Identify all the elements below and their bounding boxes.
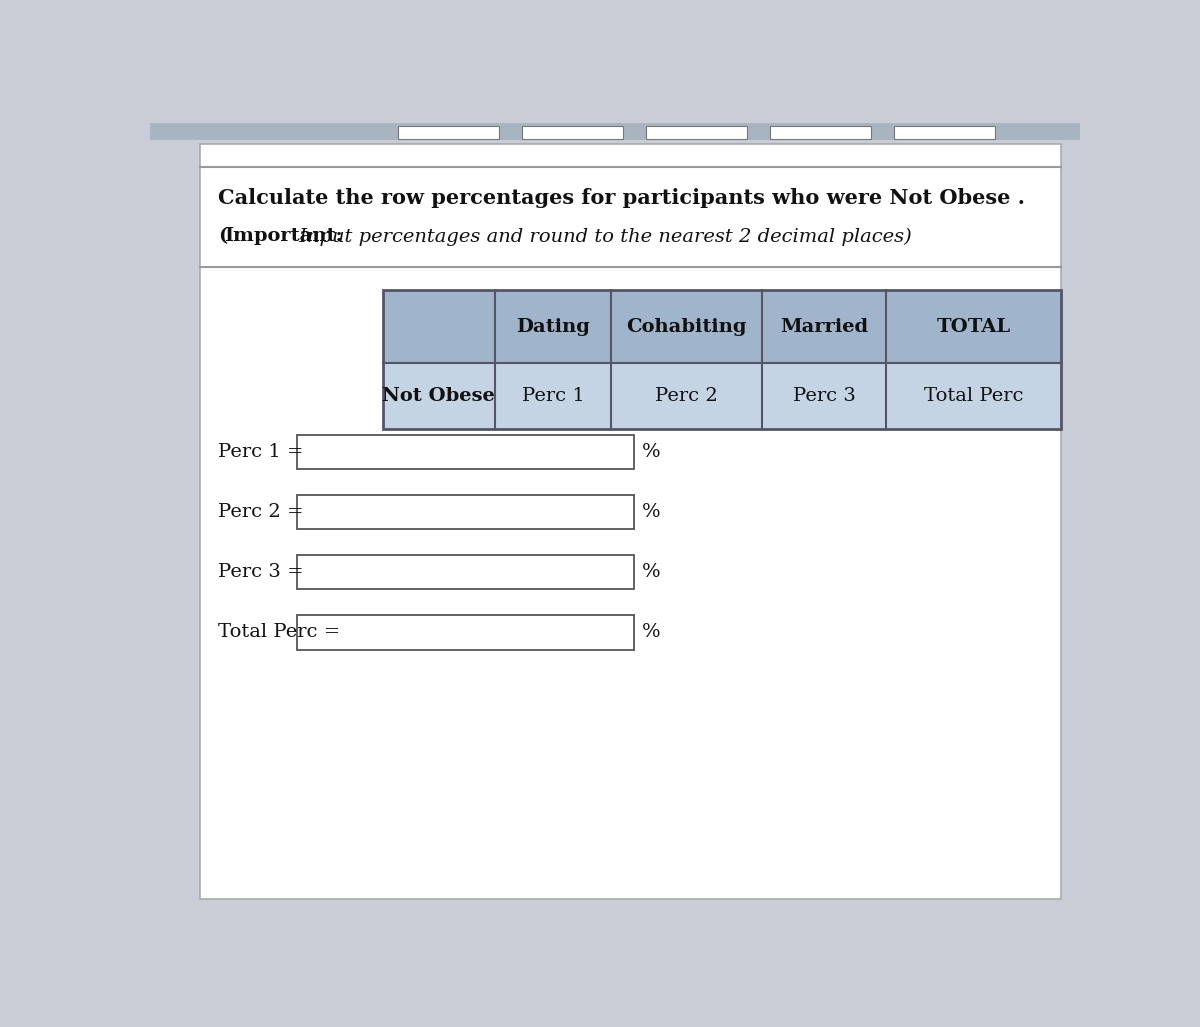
- FancyBboxPatch shape: [398, 126, 499, 139]
- Text: Perc 1: Perc 1: [522, 387, 584, 406]
- FancyBboxPatch shape: [298, 495, 635, 529]
- Text: Total Perc =: Total Perc =: [218, 623, 341, 641]
- Text: Married: Married: [780, 318, 869, 336]
- Text: %: %: [642, 443, 661, 461]
- Text: Perc 3 =: Perc 3 =: [218, 563, 304, 581]
- Text: Important:: Important:: [224, 227, 343, 245]
- FancyBboxPatch shape: [298, 555, 635, 589]
- FancyBboxPatch shape: [298, 615, 635, 649]
- FancyBboxPatch shape: [770, 126, 871, 139]
- FancyBboxPatch shape: [383, 364, 1061, 429]
- Text: %: %: [642, 623, 661, 641]
- Text: TOTAL: TOTAL: [936, 318, 1010, 336]
- FancyBboxPatch shape: [150, 123, 1080, 140]
- Text: Dating: Dating: [516, 318, 590, 336]
- Text: Perc 3: Perc 3: [793, 387, 856, 406]
- FancyBboxPatch shape: [383, 291, 1061, 364]
- Text: Perc 2 =: Perc 2 =: [218, 503, 304, 521]
- Text: Input percentages and round to the nearest 2 decimal places): Input percentages and round to the neare…: [293, 227, 911, 245]
- Text: Cohabiting: Cohabiting: [626, 318, 746, 336]
- FancyBboxPatch shape: [894, 126, 995, 139]
- FancyBboxPatch shape: [646, 126, 746, 139]
- FancyBboxPatch shape: [298, 434, 635, 469]
- Text: %: %: [642, 563, 661, 581]
- Text: Total Perc: Total Perc: [924, 387, 1024, 406]
- Text: (: (: [218, 227, 228, 245]
- FancyBboxPatch shape: [522, 126, 623, 139]
- FancyBboxPatch shape: [200, 144, 1061, 899]
- Text: Not Obese: Not Obese: [383, 387, 496, 406]
- Text: %: %: [642, 503, 661, 521]
- Text: Perc 2: Perc 2: [655, 387, 718, 406]
- Text: Perc 1 =: Perc 1 =: [218, 443, 304, 461]
- Text: Calculate the row percentages for participants who were Not Obese .: Calculate the row percentages for partic…: [218, 188, 1025, 207]
